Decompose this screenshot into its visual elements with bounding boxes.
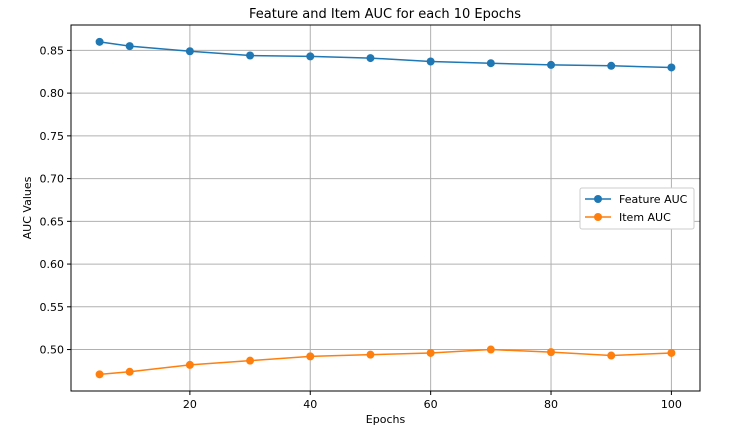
y-tick-label: 0.50: [40, 344, 65, 357]
series-points: [95, 37, 676, 379]
data-point-feature-auc: [426, 57, 435, 66]
x-axis-label: Epochs: [366, 413, 406, 426]
plot-area-frame: [70, 24, 701, 392]
data-point-feature-auc: [95, 37, 104, 46]
data-point-item-auc: [246, 356, 255, 365]
data-point-item-auc: [547, 348, 556, 357]
x-tick-label: 20: [183, 398, 197, 411]
gridlines: [71, 25, 700, 391]
legend: Feature AUC Item AUC: [579, 187, 695, 230]
x-tick-label: 60: [424, 398, 438, 411]
y-axis-label: AUC Values: [21, 176, 34, 239]
y-tick-label: 0.85: [40, 44, 65, 57]
data-point-item-auc: [667, 348, 676, 357]
y-axis-ticks: 0.50 0.55 0.60 0.65 0.70 0.75 0.80 0.85: [40, 44, 71, 357]
y-tick-label: 0.65: [40, 215, 65, 228]
legend-marker-item-auc: [594, 213, 602, 221]
data-point-item-auc: [95, 370, 104, 379]
data-point-item-auc: [607, 351, 616, 360]
y-tick-label: 0.70: [40, 173, 65, 186]
data-point-feature-auc: [366, 54, 375, 63]
x-tick-label: 100: [661, 398, 682, 411]
data-point-feature-auc: [246, 51, 255, 60]
data-point-feature-auc: [547, 60, 556, 69]
data-point-feature-auc: [125, 42, 134, 51]
data-point-item-auc: [366, 350, 375, 359]
legend-marker-feature-auc: [594, 195, 602, 203]
data-point-feature-auc: [306, 52, 315, 61]
data-point-item-auc: [426, 348, 435, 357]
x-tick-label: 40: [303, 398, 317, 411]
data-point-feature-auc: [607, 61, 616, 70]
legend-label-item-auc: Item AUC: [619, 211, 671, 224]
y-tick-label: 0.55: [40, 301, 65, 314]
y-tick-label: 0.60: [40, 258, 65, 271]
data-point-feature-auc: [185, 47, 194, 56]
data-point-item-auc: [185, 360, 194, 369]
data-point-feature-auc: [486, 59, 495, 68]
chart-title: Feature and Item AUC for each 10 Epochs: [249, 7, 521, 22]
data-point-item-auc: [486, 345, 495, 354]
x-tick-label: 80: [544, 398, 558, 411]
y-tick-label: 0.75: [40, 130, 65, 143]
data-point-item-auc: [125, 367, 134, 376]
y-tick-label: 0.80: [40, 87, 65, 100]
x-axis-ticks: 20 40 60 80 100: [183, 391, 682, 411]
data-point-feature-auc: [667, 63, 676, 72]
legend-label-feature-auc: Feature AUC: [619, 193, 688, 206]
data-point-item-auc: [306, 352, 315, 361]
